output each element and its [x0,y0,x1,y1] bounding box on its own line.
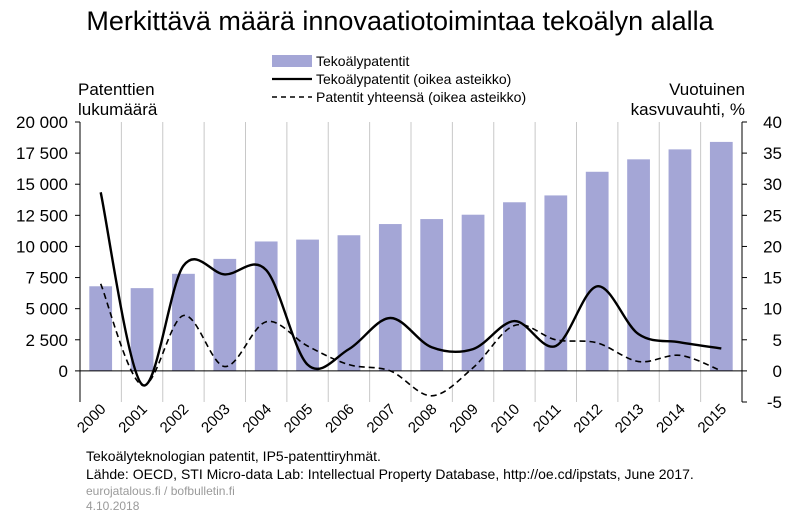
legend-label-dashed-line: Patentit yhteensä (oikea asteikko) [316,89,527,105]
y-axis-right-label-line2: kasvuvauhti, % [630,100,745,119]
y-tick-label-right: 35 [763,144,782,163]
legend-bar-swatch [272,55,312,67]
bar [254,241,278,371]
x-tick-label: 2009 [446,401,482,437]
y-tick-label-right: 20 [763,237,782,256]
x-tick-label: 2011 [530,401,565,436]
y-tick-label-left: 10 000 [16,237,68,256]
y-tick-label-left: 20 000 [16,113,68,132]
x-tick-label: 2005 [281,401,317,437]
y-tick-label-right: 40 [763,113,782,132]
chart-title: Merkittävä määrä innovaatiotoimintaa tek… [86,6,714,36]
y-tick-label-right: -5 [767,393,782,412]
x-tick-label: 2015 [695,401,731,437]
x-tick-label: 2000 [74,401,110,437]
bar [172,273,195,371]
legend-label-solid-line: Tekoälypatentit (oikea asteikko) [316,71,512,87]
bar [709,141,733,371]
bar [420,219,444,371]
y-tick-label-right: 5 [773,331,782,350]
x-tick-label: 2001 [115,401,151,437]
x-tick-label: 2012 [570,401,606,437]
x-tick-label: 2010 [488,401,524,437]
y-tick-label-left: 7 500 [25,269,68,288]
series-line-ai-patents [99,192,722,387]
x-tick-label: 2006 [322,401,358,437]
bar [337,235,361,371]
bar [130,288,154,371]
y-axis-right-label-line1: Vuotuinen [669,80,745,99]
y-tick-label-left: 17 500 [16,144,68,163]
y-tick-label-right: 25 [763,206,782,225]
note-description: Tekoälyteknologian patentit, IP5-patentt… [86,448,381,464]
site-credit: eurojatalous.fi / bofbulletin.fi [86,484,235,498]
x-tick-label: 2007 [364,401,400,437]
x-tick-label: 2008 [405,401,441,437]
y-tick-label-left: 0 [59,362,68,381]
bar [213,258,237,371]
legend-solid-swatch [272,77,312,81]
x-tick-label: 2013 [612,401,648,437]
bar [378,224,402,371]
y-axis-right-label: Vuotuinen kasvuvauhti, % [631,80,745,120]
y-axis-left-label: Patenttien lukumäärä [78,80,157,120]
publish-date: 4.10.2018 [86,499,140,513]
legend-dashed-swatch [272,96,312,98]
y-tick-label-right: 30 [763,175,782,194]
y-tick-label-left: 2 500 [25,331,68,350]
y-tick-label-right: 15 [763,269,782,288]
bar [627,159,650,371]
bar [296,239,319,371]
bar [461,214,485,371]
y-tick-label-left: 15 000 [16,175,68,194]
y-axis-left-label-line2: lukumäärä [78,100,158,119]
bar [668,149,692,371]
y-tick-label-right: 0 [773,362,782,381]
x-tick-label: 2003 [198,401,234,437]
y-tick-label-left: 5 000 [25,300,68,319]
y-tick-label-right: 10 [763,300,782,319]
bar [503,202,526,371]
x-tick-label: 2014 [653,401,689,437]
y-axis-left-label-line1: Patenttien [78,80,155,99]
legend-label-bars: Tekoälypatentit [316,53,410,69]
bar [585,171,609,371]
y-tick-label-left: 12 500 [16,206,68,225]
bar [544,195,568,371]
note-source: Lähde: OECD, STI Micro-data Lab: Intelle… [86,466,694,482]
x-tick-label: 2002 [157,401,193,437]
series-line-total-patents [99,283,722,397]
bar [89,286,113,371]
x-tick-label: 2004 [239,401,275,437]
